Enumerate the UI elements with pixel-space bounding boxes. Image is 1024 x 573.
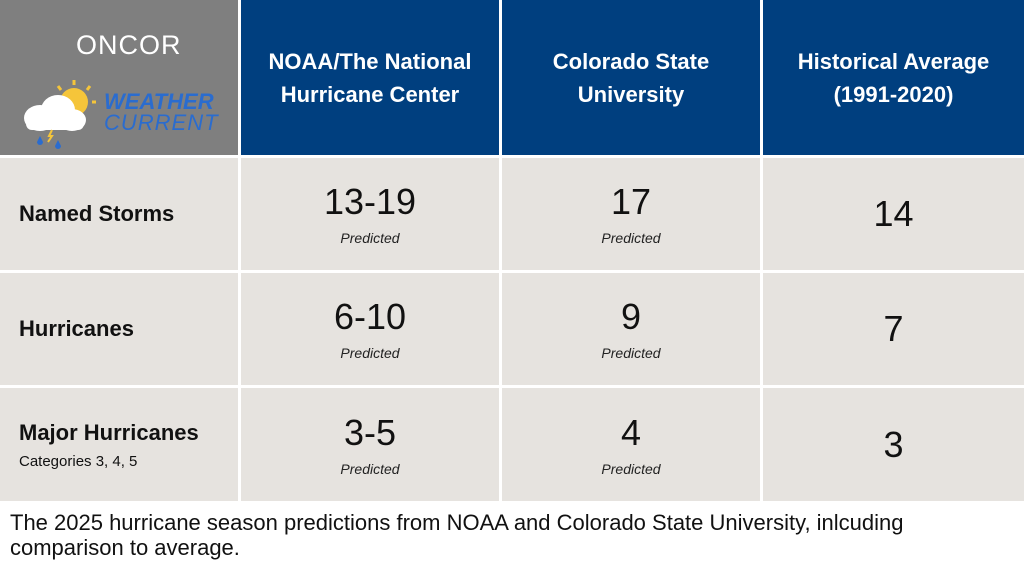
- row-label-hurricanes: Hurricanes: [0, 273, 241, 388]
- cloud-sun-rain-icon: [24, 80, 96, 149]
- predictions-table: ONCOR WEATHER CURRENT NOAA/The National …: [0, 0, 1024, 504]
- value: 9: [620, 296, 642, 337]
- row-title: Major Hurricanes: [19, 419, 199, 445]
- predicted-note: Predicted: [340, 345, 400, 361]
- value: 6-10: [333, 296, 407, 337]
- cell-average-named-storms: 14: [763, 158, 1024, 273]
- value: 17: [610, 181, 652, 222]
- caption: The 2025 hurricane season predictions fr…: [10, 510, 904, 560]
- cell-noaa-major-hurricanes: 3-5 Predicted: [241, 388, 502, 504]
- predicted-note: Predicted: [601, 460, 661, 477]
- predicted-note: Predicted: [601, 230, 661, 246]
- column-header-average: Historical Average (1991-2020): [763, 0, 1024, 158]
- row-title: Named Storms: [19, 201, 175, 226]
- predicted-note: Predicted: [340, 230, 400, 246]
- row-subtitle: Categories 3, 4, 5: [19, 452, 138, 470]
- value: 3: [883, 423, 904, 465]
- logo-panel: ONCOR WEATHER CURRENT: [0, 0, 241, 158]
- weather-wordmark: WEATHER: [104, 89, 214, 114]
- row-label-major-hurricanes: Major Hurricanes Categories 3, 4, 5: [0, 388, 241, 504]
- row-title: Hurricanes: [19, 316, 134, 341]
- value: 14: [873, 193, 914, 234]
- oncor-logo: ONCOR: [76, 30, 182, 60]
- cell-noaa-hurricanes: 6-10 Predicted: [241, 273, 502, 388]
- cell-csu-named-storms: 17 Predicted: [502, 158, 763, 273]
- row-label-named-storms: Named Storms: [0, 158, 241, 273]
- column-header-csu: Colorado State University: [502, 0, 763, 158]
- cell-csu-major-hurricanes: 4 Predicted: [502, 388, 763, 504]
- cell-noaa-named-storms: 13-19 Predicted: [241, 158, 502, 273]
- cell-csu-hurricanes: 9 Predicted: [502, 273, 763, 388]
- value: 4: [620, 411, 642, 453]
- column-header-noaa: NOAA/The National Hurricane Center: [241, 0, 502, 158]
- cell-average-major-hurricanes: 3: [763, 388, 1024, 504]
- value: 13-19: [323, 181, 417, 222]
- predicted-note: Predicted: [340, 460, 400, 477]
- predicted-note: Predicted: [601, 345, 661, 361]
- value: 7: [883, 308, 904, 349]
- cell-average-hurricanes: 7: [763, 273, 1024, 388]
- current-wordmark: CURRENT: [104, 110, 219, 135]
- value: 3-5: [343, 411, 397, 453]
